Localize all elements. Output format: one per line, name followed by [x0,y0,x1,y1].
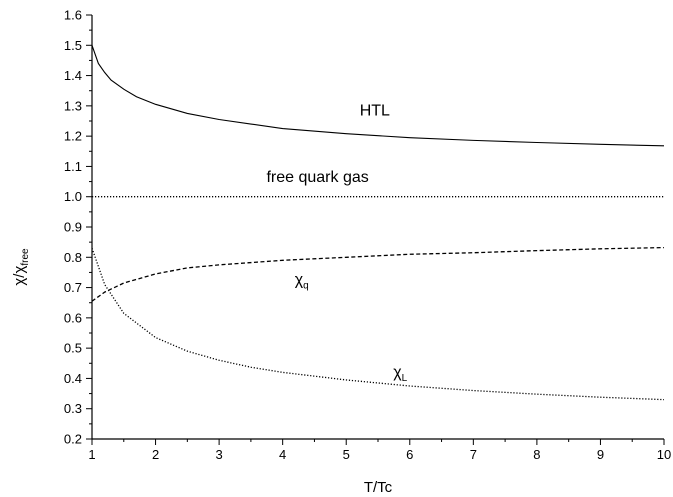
y-tick-label: 1.5 [64,38,82,53]
x-tick-label: 6 [406,447,413,462]
series-line-htl [91,45,665,147]
x-axis-title: T/Tc [364,479,393,496]
x-tick-label: 3 [215,447,222,462]
y-tick-label: 0.4 [64,371,82,386]
y-tick-label: 1.6 [64,8,82,23]
y-tick-label: 0.8 [64,250,82,265]
y-tick-label: 0.6 [64,310,82,325]
annotation-chil: χL [393,364,407,384]
annotation-htl: HTL [360,103,390,120]
x-tick-label: 10 [657,447,671,462]
series-line--q [91,246,665,302]
series-layer [91,45,665,401]
x-tick-label: 4 [279,447,286,462]
y-tick-label: 0.2 [64,432,82,447]
y-tick-label: 0.7 [64,280,82,295]
annotation-chiq: χq [295,272,309,292]
y-tick-label: 0.9 [64,220,82,235]
series-line--l [91,247,665,401]
y-axis-title: χ/χfree [11,248,31,286]
x-tick-label: 2 [152,447,159,462]
axes: 1 2 3 4 5 6 7 8 9 10 0.2 0.3 0.4 0.5 0.6 0.7 0.8 0.9 1.0 1.… [64,8,671,463]
x-tick-label: 5 [343,447,350,462]
x-tick-label: 7 [470,447,477,462]
y-tick-label: 1.0 [64,189,82,204]
x-tick-label: 9 [597,447,604,462]
x-tick-label: 8 [533,447,540,462]
y-tick-label: 1.3 [64,98,82,113]
annotation-free: free quark gas [266,169,368,186]
y-tick-label: 1.4 [64,68,82,83]
annotation-layer: HTL free quark gas χq χL [266,103,407,384]
y-tick-label: 0.3 [64,401,82,416]
y-tick-label: 1.1 [64,159,82,174]
y-tick-label: 0.5 [64,341,82,356]
x-tick-label: 1 [88,447,95,462]
y-tick-label: 1.2 [64,129,82,144]
